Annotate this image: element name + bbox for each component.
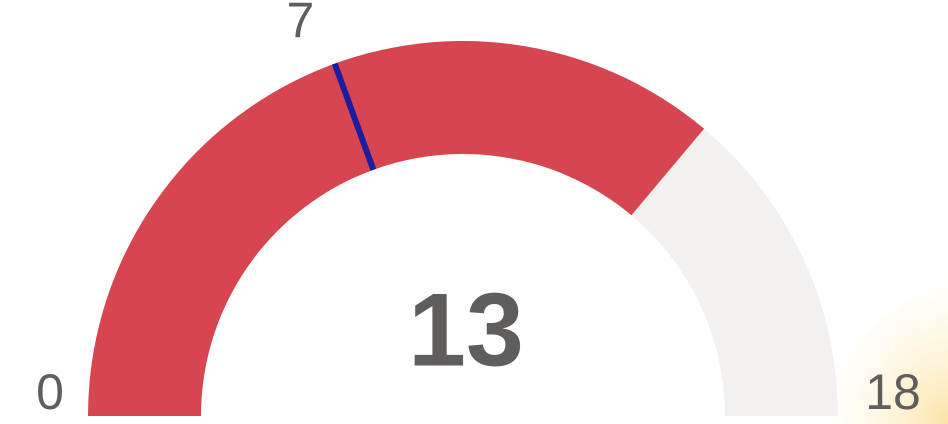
max-label: 18 [865, 364, 921, 420]
gauge-value [88, 41, 705, 416]
target-label: 7 [286, 0, 314, 48]
value-label: 13 [408, 272, 524, 388]
background-decoration [820, 270, 948, 424]
gauge [88, 41, 838, 416]
target-line [331, 62, 377, 171]
min-label: 0 [36, 364, 64, 420]
